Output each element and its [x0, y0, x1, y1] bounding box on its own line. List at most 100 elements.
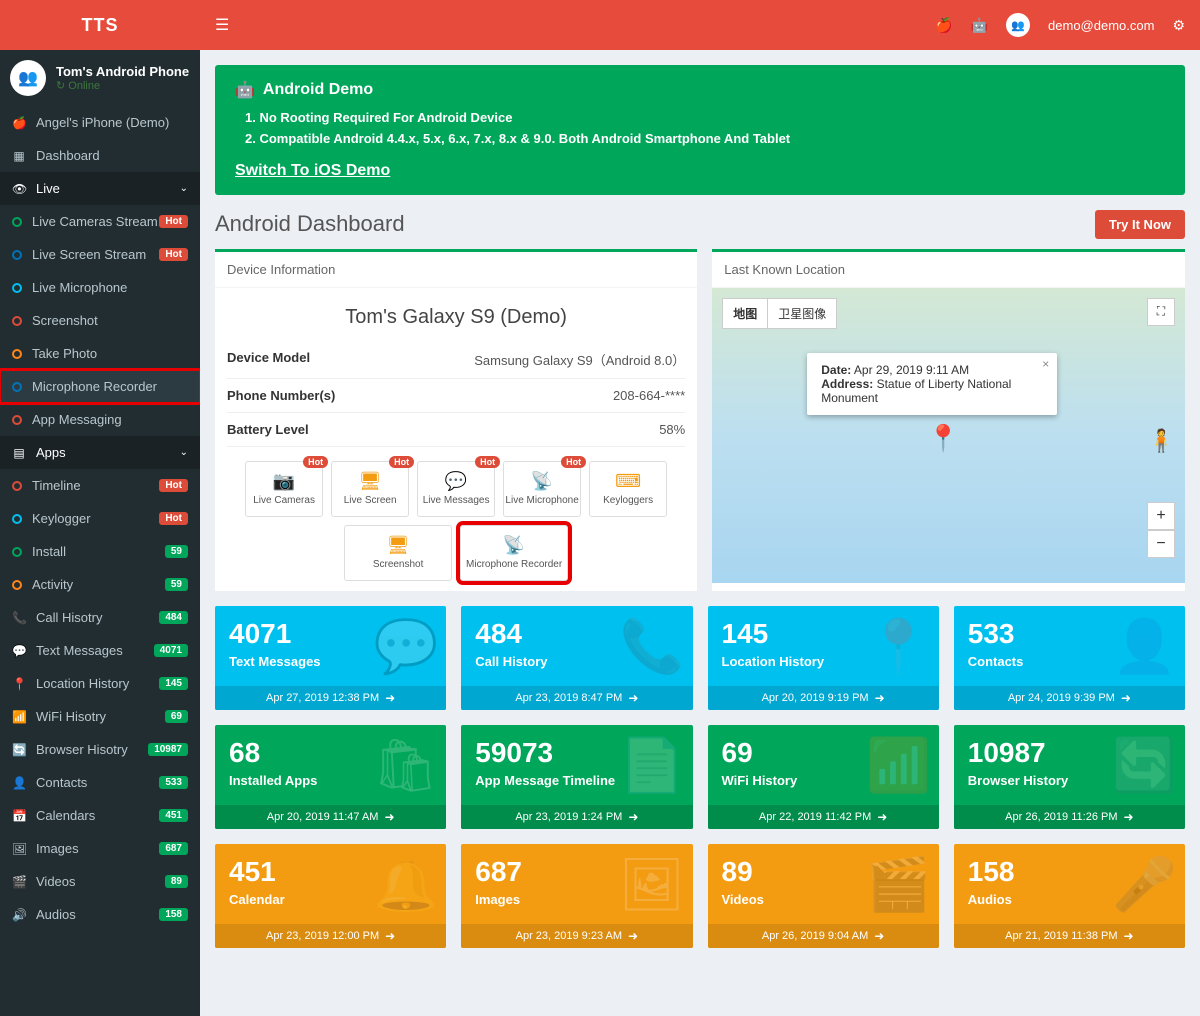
- sidebar-item-app[interactable]: Activity59: [0, 568, 200, 601]
- arrow-right-icon: ➜: [1124, 810, 1134, 824]
- circle-icon: [12, 349, 22, 359]
- map[interactable]: 地图 卫星图像 ⛶ × Date: Apr 29, 2019 9:11 AM A…: [712, 288, 1185, 583]
- stat-card[interactable]: 451Calendar🔔Apr 23, 2019 12:00 PM➜: [215, 844, 446, 948]
- sidebar-demo-label: Angel's iPhone (Demo): [36, 115, 169, 130]
- arrow-right-icon: ➜: [1121, 691, 1131, 705]
- sidebar-item-live[interactable]: Screenshot: [0, 304, 200, 337]
- stat-card[interactable]: 68Installed Apps🛍Apr 20, 2019 11:47 AM➜: [215, 725, 446, 829]
- sidebar-item-live[interactable]: Microphone Recorder: [0, 370, 200, 403]
- top-avatar-icon[interactable]: 👥: [1006, 13, 1030, 37]
- stat-card[interactable]: 158Audios🎤Apr 21, 2019 11:38 PM➜: [954, 844, 1185, 948]
- close-icon[interactable]: ×: [1042, 357, 1049, 371]
- device-info-box: Device Information Tom's Galaxy S9 (Demo…: [215, 249, 697, 591]
- sidebar-item-main[interactable]: 🔊Audios158: [0, 898, 200, 931]
- android-icon[interactable]: 🤖: [971, 17, 988, 34]
- tile-icon: 🖥: [359, 471, 382, 492]
- badge: 533: [159, 776, 188, 789]
- sidebar-item-label: Take Photo: [32, 346, 97, 361]
- sidebar-apps-header[interactable]: ▤Apps ⌄: [0, 436, 200, 469]
- sidebar-apps-label: Apps: [36, 445, 66, 460]
- sidebar-item-main[interactable]: 💬Text Messages4071: [0, 634, 200, 667]
- quick-tile[interactable]: Hot🖥Live Screen: [331, 461, 409, 517]
- stat-card[interactable]: 69WiFi History📶Apr 22, 2019 11:42 PM➜: [708, 725, 939, 829]
- map-tab-map[interactable]: 地图: [723, 299, 768, 328]
- sidebar-item-live[interactable]: App Messaging: [0, 403, 200, 436]
- sidebar-item-live[interactable]: Take Photo: [0, 337, 200, 370]
- banner-line2: 2. Compatible Android 4.4.x, 5.x, 6.x, 7…: [245, 129, 1165, 150]
- fullscreen-icon[interactable]: ⛶: [1147, 298, 1175, 326]
- menu-icon: 🖼: [12, 842, 26, 856]
- stat-card[interactable]: 533Contacts👤Apr 24, 2019 9:39 PM➜: [954, 606, 1185, 710]
- arrow-right-icon: ➜: [628, 929, 638, 943]
- stat-card[interactable]: 10987Browser History🔄Apr 26, 2019 11:26 …: [954, 725, 1185, 829]
- sidebar-item-live[interactable]: Live Microphone: [0, 271, 200, 304]
- sidebar-item-app[interactable]: KeyloggerHot: [0, 502, 200, 535]
- zoom-out-button[interactable]: −: [1147, 530, 1175, 558]
- badge: 4071: [154, 644, 188, 657]
- menu-toggle-icon[interactable]: ☰: [215, 15, 229, 35]
- sidebar-item-main[interactable]: 📞Call Hisotry484: [0, 601, 200, 634]
- sidebar-dashboard[interactable]: ▦Dashboard: [0, 139, 200, 172]
- banner-title: Android Demo: [263, 81, 373, 99]
- sidebar-item-live[interactable]: Live Cameras StreamHot: [0, 205, 200, 238]
- sidebar-item-live[interactable]: Live Screen StreamHot: [0, 238, 200, 271]
- quick-tile[interactable]: 📡Microphone Recorder: [460, 525, 568, 581]
- sidebar-item-main[interactable]: 🎬Videos89: [0, 865, 200, 898]
- gears-icon[interactable]: ⚙: [1172, 17, 1185, 34]
- map-tab-satellite[interactable]: 卫星图像: [768, 299, 836, 328]
- sidebar-item-main[interactable]: 🔄Browser Hisotry10987: [0, 733, 200, 766]
- hot-badge: Hot: [475, 456, 500, 468]
- sidebar-item-app[interactable]: TimelineHot: [0, 469, 200, 502]
- stat-card[interactable]: 484Call History📞Apr 23, 2019 8:47 PM➜: [461, 606, 692, 710]
- device-model-label: Device Model: [227, 350, 310, 369]
- stat-bg-icon: 💬: [374, 616, 439, 677]
- sidebar-item-main[interactable]: 📅Calendars451: [0, 799, 200, 832]
- stat-card[interactable]: 687Images🖼Apr 23, 2019 9:23 AM➜: [461, 844, 692, 948]
- stat-date: Apr 24, 2019 9:39 PM: [1008, 692, 1115, 704]
- sidebar-item-label: Screenshot: [32, 313, 98, 328]
- quick-tile[interactable]: Hot📷Live Cameras: [245, 461, 323, 517]
- apple-icon[interactable]: 🍎: [935, 17, 952, 34]
- tile-icon: 📡: [503, 535, 525, 556]
- stat-bg-icon: 🎤: [1112, 854, 1177, 915]
- map-type-control: 地图 卫星图像: [722, 298, 837, 329]
- sidebar-item-main[interactable]: 📶WiFi Hisotry69: [0, 700, 200, 733]
- sidebar-live-header[interactable]: 👁Live ⌄: [0, 172, 200, 205]
- sidebar-item-app[interactable]: Install59: [0, 535, 200, 568]
- switch-demo-link[interactable]: Switch To iOS Demo: [235, 162, 390, 180]
- stat-date: Apr 26, 2019 11:26 PM: [1005, 811, 1117, 823]
- stat-bg-icon: 🖼: [618, 854, 684, 915]
- brand-logo[interactable]: TTS: [0, 0, 200, 50]
- menu-icon: 📞: [12, 611, 26, 625]
- stat-card[interactable]: 4071Text Messages💬Apr 27, 2019 12:38 PM➜: [215, 606, 446, 710]
- live-icon: 👁: [12, 182, 26, 196]
- sidebar-item-main[interactable]: 👤Contacts533: [0, 766, 200, 799]
- sidebar-item-label: Images: [36, 841, 79, 856]
- quick-tile[interactable]: ⌨Keyloggers: [589, 461, 667, 517]
- arrow-right-icon: ➜: [628, 810, 638, 824]
- map-marker-icon[interactable]: 📍: [927, 423, 959, 454]
- stat-card[interactable]: 145Location History📍Apr 20, 2019 9:19 PM…: [708, 606, 939, 710]
- sidebar-demo-iphone[interactable]: 🍎 Angel's iPhone (Demo): [0, 106, 200, 139]
- location-header: Last Known Location: [712, 252, 1185, 288]
- stat-bg-icon: 🛍: [372, 735, 438, 796]
- zoom-in-button[interactable]: +: [1147, 502, 1175, 530]
- tile-label: Live Messages: [423, 495, 490, 506]
- quick-tile[interactable]: Hot📡Live Microphone: [503, 461, 581, 517]
- dashboard-icon: ▦: [12, 149, 26, 163]
- user-email[interactable]: demo@demo.com: [1048, 18, 1154, 33]
- device-title: Tom's Galaxy S9 (Demo): [227, 298, 685, 341]
- battery-label: Battery Level: [227, 422, 309, 437]
- user-avatar-icon[interactable]: 👥: [10, 60, 46, 96]
- stat-card[interactable]: 59073App Message Timeline📄Apr 23, 2019 1…: [461, 725, 692, 829]
- try-it-now-button[interactable]: Try It Now: [1095, 210, 1185, 239]
- quick-tile[interactable]: Hot💬Live Messages: [417, 461, 495, 517]
- map-addr-label: Address:: [821, 377, 873, 391]
- sidebar-item-main[interactable]: 🖼Images687: [0, 832, 200, 865]
- stat-card[interactable]: 89Videos🎬Apr 26, 2019 9:04 AM➜: [708, 844, 939, 948]
- quick-tile[interactable]: 🖥Screenshot: [344, 525, 452, 581]
- pegman-icon[interactable]: 🧍: [1148, 428, 1175, 454]
- apple-icon: 🍎: [12, 116, 26, 130]
- sidebar-item-main[interactable]: 📍Location History145: [0, 667, 200, 700]
- stat-date: Apr 20, 2019 11:47 AM: [267, 811, 379, 823]
